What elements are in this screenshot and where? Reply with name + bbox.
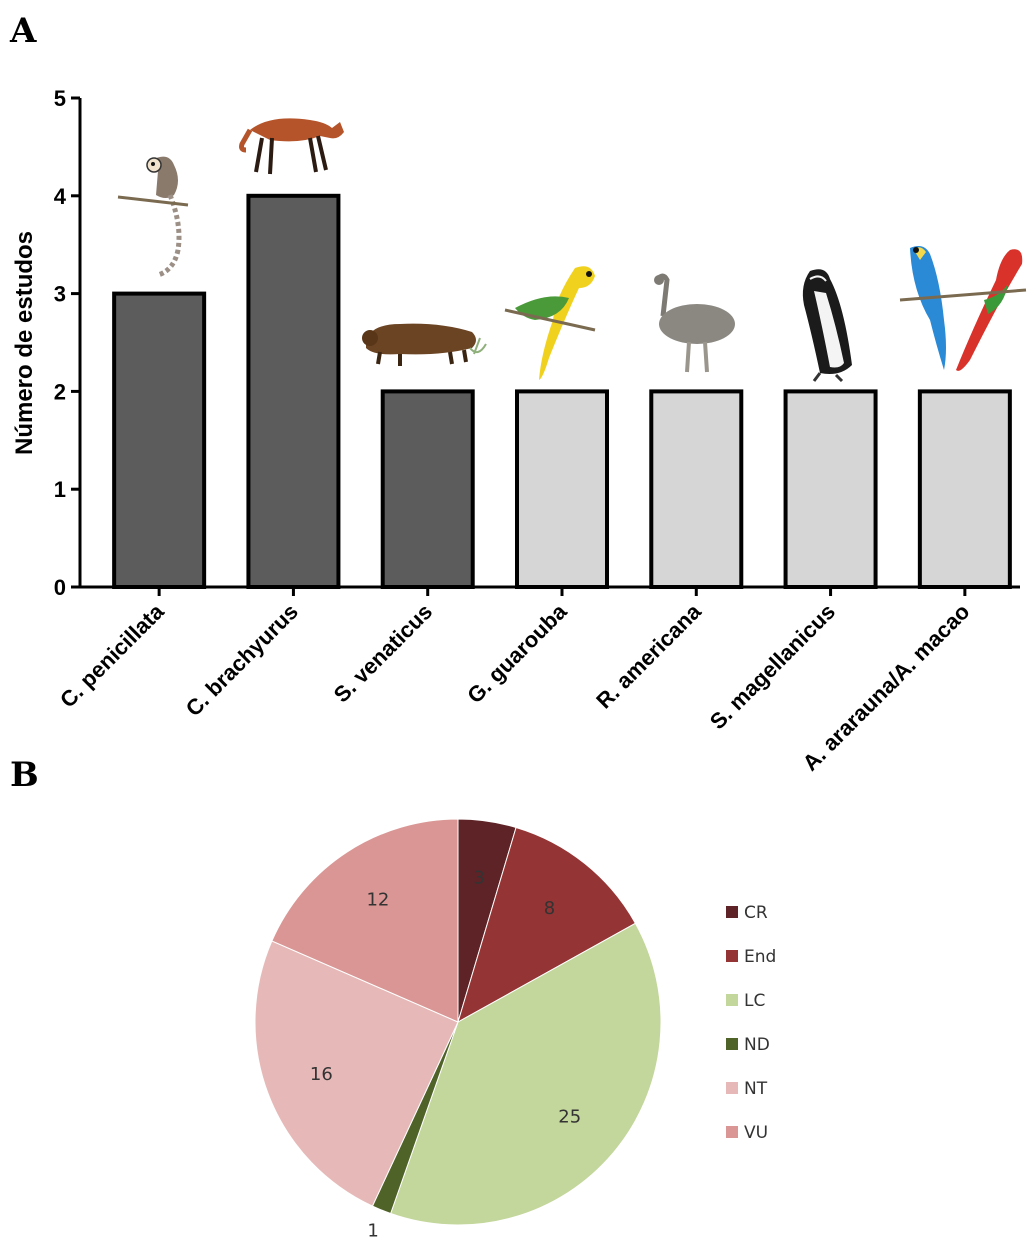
pie-data-label: 1 xyxy=(367,1220,378,1237)
legend-swatch xyxy=(726,994,738,1006)
bar xyxy=(246,193,341,590)
x-category-label: C. brachyurus xyxy=(181,599,303,721)
x-axis-labels: C. penicillata C. brachyurus S. venaticus G… xyxy=(55,598,974,775)
bar xyxy=(515,389,609,589)
bar xyxy=(112,291,207,589)
x-category-label: S. magellanicus xyxy=(705,599,840,734)
bush-dog-illustration-icon xyxy=(362,323,487,366)
x-category-label: C. penicillata xyxy=(55,598,169,712)
bar xyxy=(649,389,744,589)
legend-swatch xyxy=(726,950,738,962)
wolf-illustration-icon xyxy=(239,118,344,175)
legend-swatch xyxy=(726,1038,738,1050)
rhea-illustration-icon xyxy=(654,273,735,373)
pie-slice-vu xyxy=(271,818,459,1023)
x-category-label: R. americana xyxy=(591,598,706,713)
y-tick-label: 4 xyxy=(54,184,67,209)
legend-swatch xyxy=(726,1126,738,1138)
legend-label: ND xyxy=(744,1035,770,1055)
parakeet-illustration-icon xyxy=(504,266,596,380)
pie-data-label: 8 xyxy=(544,898,555,919)
bar-marks xyxy=(78,98,1020,590)
pie-chart: 3 8 25 1 16 12 CR End LC ND NT VU xyxy=(254,818,776,1237)
pie-legend: CR End LC ND NT VU xyxy=(726,903,776,1143)
y-axis-title: Número de estudos xyxy=(11,231,38,455)
pie-slices xyxy=(254,818,662,1226)
bar xyxy=(380,389,475,589)
legend-swatch xyxy=(726,906,738,918)
legend-label: CR xyxy=(744,903,768,923)
bar-chart: Número de estudos 0 1 2 3 4 5 C. penicillata C… xyxy=(11,86,1027,776)
pie-data-label: 16 xyxy=(310,1064,333,1085)
pie-data-labels: 3 8 25 1 16 12 xyxy=(310,867,581,1237)
y-tick-label: 5 xyxy=(54,86,66,111)
pie-slice-lc xyxy=(389,922,662,1226)
y-axis-ticks: 0 1 2 3 4 5 xyxy=(54,86,967,600)
legend-label: LC xyxy=(744,991,765,1011)
legend-label: End xyxy=(744,947,776,967)
y-tick-label: 0 xyxy=(54,575,66,600)
y-tick-label: 3 xyxy=(54,282,66,307)
x-category-label: S. venaticus xyxy=(329,599,437,707)
pie-data-label: 12 xyxy=(366,890,389,911)
panel-b-label: B xyxy=(10,755,39,795)
y-tick-label: 1 xyxy=(54,477,66,502)
pie-slice-nt xyxy=(254,940,459,1207)
pie-slice-end xyxy=(457,826,637,1024)
x-category-label: G. guarouba xyxy=(462,598,572,708)
macaws-illustration-icon xyxy=(899,246,1027,371)
legend-label: VU xyxy=(744,1123,768,1143)
panel-a-label: A xyxy=(9,11,37,51)
legend-label: NT xyxy=(744,1079,768,1099)
pie-data-label: 25 xyxy=(558,1106,581,1127)
bar xyxy=(783,389,878,589)
pie-data-label: 3 xyxy=(473,867,484,888)
penguin-illustration-icon xyxy=(802,269,852,383)
legend-swatch xyxy=(726,1082,738,1094)
monkey-illustration-icon xyxy=(117,156,189,278)
y-tick-label: 2 xyxy=(54,379,66,404)
bar xyxy=(917,389,1012,589)
